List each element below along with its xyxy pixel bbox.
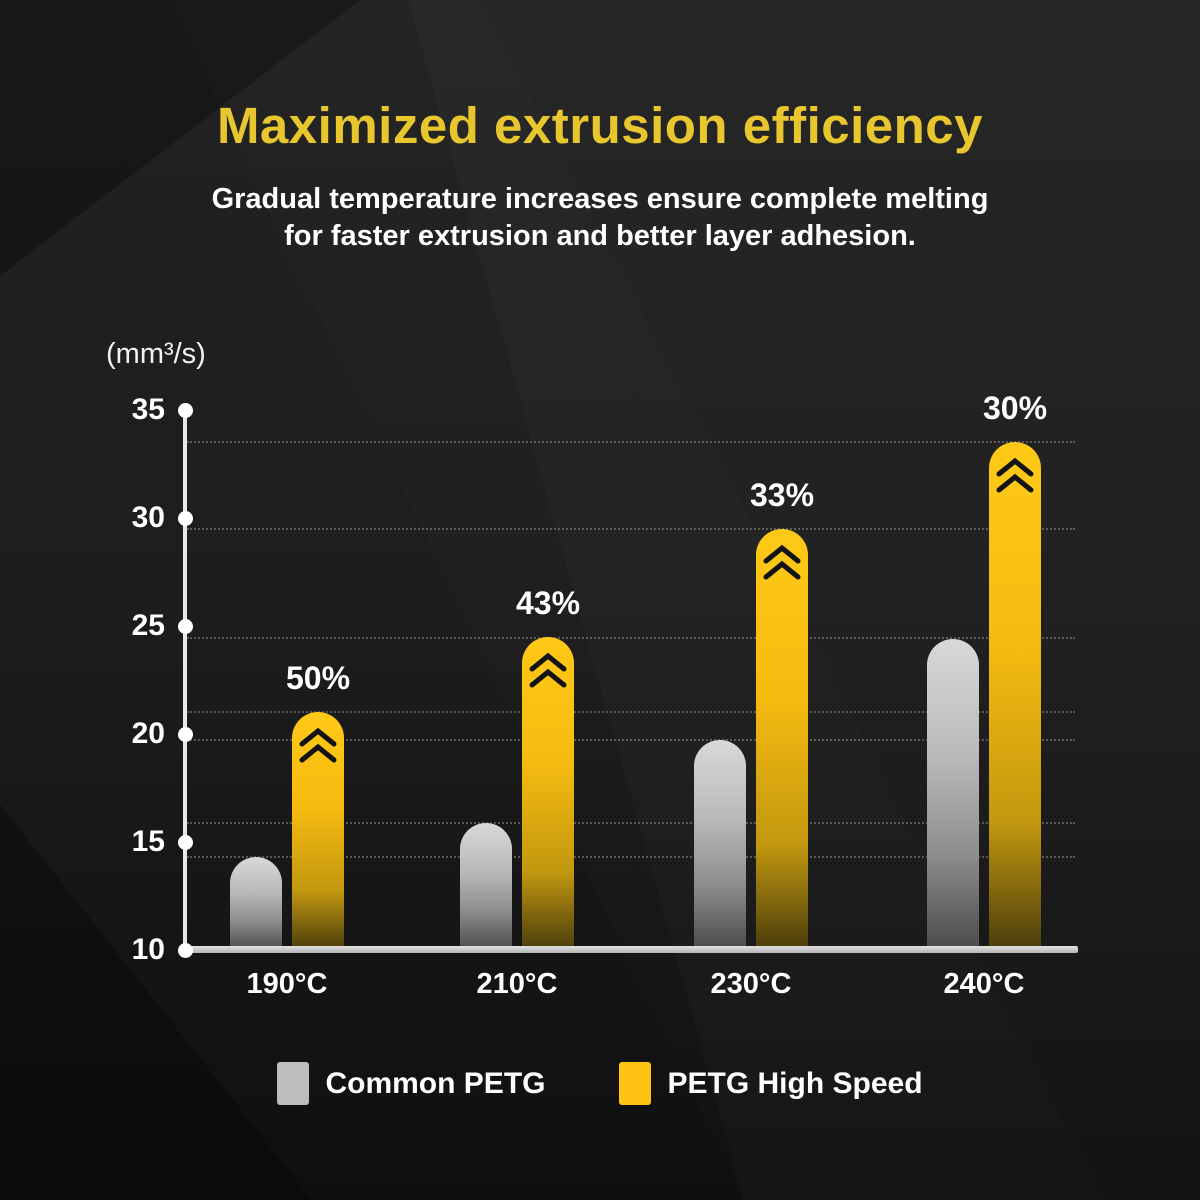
increase-label: 30% [982, 390, 1048, 427]
y-tick-dot [177, 726, 193, 742]
y-tick-dot [177, 618, 193, 634]
gridline [187, 711, 1075, 714]
y-tick-label: 30 [131, 501, 165, 534]
x-tick-label: 230°C [710, 968, 792, 1000]
legend-label: Common PETG [325, 1066, 546, 1100]
bar-common-petg [460, 822, 512, 950]
gridline [187, 527, 1075, 530]
y-axis-line [183, 404, 187, 953]
subtitle-line: Gradual temperature increases ensure com… [211, 183, 989, 215]
header: Maximized extrusion efficiency Gradual t… [0, 96, 1200, 255]
legend-item-common-petg: Common PETG [277, 1062, 545, 1105]
legend: Common PETG PETG High Speed [0, 1062, 1200, 1105]
bar-common-petg [927, 638, 979, 950]
gridline [187, 441, 1075, 444]
legend-label: PETG High Speed [667, 1066, 923, 1100]
y-tick-label: 25 [131, 609, 165, 642]
gridline [187, 856, 1075, 859]
increase-label: 33% [749, 476, 815, 513]
bar-common-petg [694, 740, 746, 950]
page-title: Maximized extrusion efficiency [216, 97, 984, 154]
double-chevron-up-icon [996, 458, 1034, 493]
y-tick-dot [177, 402, 193, 418]
y-tick-label: 10 [131, 933, 165, 966]
x-axis-baseline [181, 946, 1078, 953]
x-tick-label: 240°C [943, 968, 1025, 1000]
y-tick-dot [177, 942, 193, 958]
gridline [187, 821, 1075, 824]
bar-petg-high-speed [756, 528, 808, 950]
y-tick-label: 15 [131, 825, 165, 858]
double-chevron-up-icon [299, 728, 337, 763]
y-axis-unit-label: (mm³/s) [106, 338, 206, 370]
y-tick-label: 20 [131, 717, 165, 750]
double-chevron-up-icon [529, 652, 567, 688]
legend-swatch-yellow [619, 1062, 652, 1105]
y-tick-dot [177, 510, 193, 526]
bar-petg-high-speed [522, 636, 574, 950]
page-subtitle: Gradual temperature increases ensure com… [0, 181, 1200, 255]
bar-common-petg [230, 857, 282, 950]
bar-petg-high-speed [989, 442, 1041, 950]
legend-swatch-gray [277, 1062, 310, 1105]
y-tick-label: 35 [131, 393, 165, 426]
x-tick-label: 190°C [246, 968, 328, 1000]
bar-petg-high-speed [292, 712, 344, 950]
gridline [187, 739, 1075, 742]
increase-label: 43% [515, 584, 581, 621]
gridline [187, 636, 1075, 639]
subtitle-line: for faster extrusion and better layer ad… [284, 220, 916, 252]
increase-label: 50% [285, 660, 351, 697]
double-chevron-up-icon [763, 544, 801, 580]
y-tick-dot [177, 834, 193, 850]
legend-item-petg-high-speed: PETG High Speed [619, 1062, 923, 1105]
x-tick-label: 210°C [476, 968, 558, 1000]
